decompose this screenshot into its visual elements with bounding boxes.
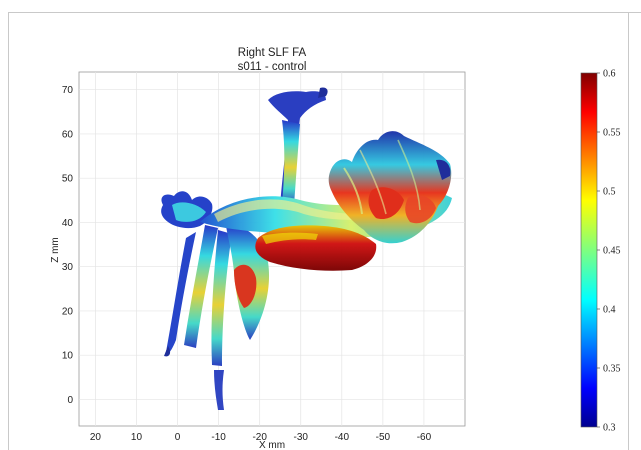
y-tick-label: 20 [62,306,74,317]
figure-frame-left [8,12,9,450]
y-tick-label: 10 [62,351,74,362]
x-tick-label: -30 [294,432,309,443]
y-tick-label: 60 [62,129,74,140]
colorbar-tick-label: 0.4 [603,305,616,316]
colorbar-tick-label: 0.55 [603,128,621,139]
colorbar-tick-label: 0.5 [603,187,616,198]
grid-lines [79,72,465,426]
chart-subtitle: s011 - control [238,61,307,73]
figure-frame-top [8,12,641,13]
y-tick-label: 40 [62,218,74,229]
colorbar-tick-label: 0.3 [603,423,616,434]
tractography-bundle [161,87,452,410]
colorbar-tick-labels: 0.6 0.55 0.5 0.45 0.4 0.35 0.3 [597,69,621,434]
x-tick-label: -60 [417,432,432,443]
colorbar-tick-label: 0.35 [603,364,621,375]
x-tick-label: 10 [131,432,143,443]
figure-frame-right [628,12,629,450]
colorbar-tick-label: 0.45 [603,246,621,257]
colorbar [580,72,598,428]
colorbar-tick-label: 0.6 [603,69,616,80]
y-tick-label: 30 [62,262,74,273]
chart-title: Right SLF FA [238,47,307,59]
x-tick-label: -40 [335,432,350,443]
x-axis-label: X mm [259,440,285,450]
y-tick-label: 50 [62,174,74,185]
x-tick-label: 0 [175,432,181,443]
y-tick-label: 0 [67,395,73,406]
x-tick-label: -10 [211,432,226,443]
x-tick-labels: 20 10 0 -10 -20 -30 -40 -50 -60 [90,432,432,443]
y-tick-label: 70 [62,85,74,96]
x-tick-label: 20 [90,432,102,443]
x-tick-label: -50 [376,432,391,443]
x-tick-label: -20 [252,432,267,443]
y-tick-labels: 0 10 20 30 40 50 60 70 [62,85,74,406]
y-axis-label: Z mm [50,237,61,263]
